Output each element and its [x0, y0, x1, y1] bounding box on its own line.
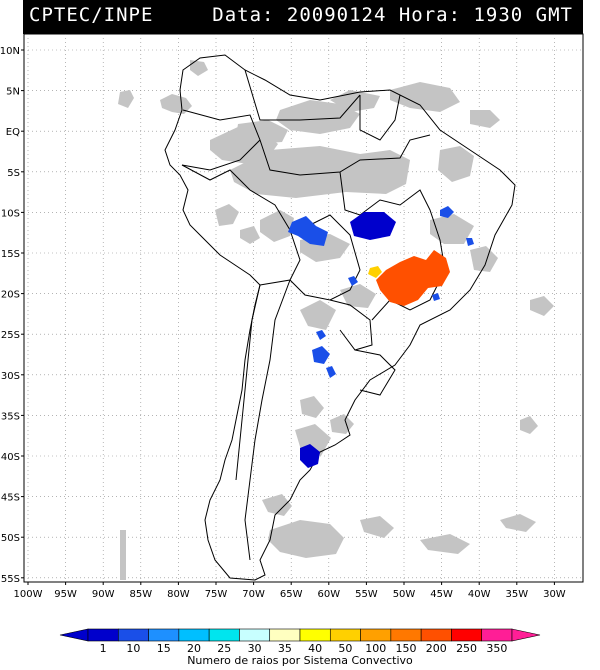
lon-label: 75W [205, 589, 228, 600]
convective-system [368, 266, 382, 278]
lat-label: 25S [1, 330, 20, 341]
colorbar-segment [360, 628, 392, 642]
source-label: CPTEC/INPE [29, 4, 154, 26]
colorbar-label: 40 [308, 642, 322, 655]
lon-label: 60W [317, 589, 340, 600]
date-time-label: Data: 20090124 Hora: 1930 GMT [212, 4, 573, 26]
colorbar-label: 15 [157, 642, 171, 655]
colorbar-arrow-left [59, 628, 89, 642]
colorbar-segment [148, 628, 180, 642]
south-america-coast [164, 54, 516, 581]
colorbar-label: 20 [187, 642, 201, 655]
lat-label: EQ [6, 127, 20, 138]
colorbar-label: 150 [396, 642, 417, 655]
colorbar-segment [208, 628, 240, 642]
lat-label: 45S [1, 493, 20, 504]
lon-label: 50W [393, 589, 416, 600]
border-peru [181, 164, 301, 286]
lat-label: 5S [7, 168, 20, 179]
colorbar: 1 10 15 20 25 30 35 40 50 100 150 200 250 350 [59, 628, 541, 655]
convective-systems [288, 206, 474, 468]
colorbar-segment [117, 628, 149, 642]
convective-system [376, 250, 450, 306]
colorbar-label: 10 [126, 642, 140, 655]
colorbar-label: 100 [365, 642, 386, 655]
cloud-cover [118, 60, 554, 580]
convective-system [432, 293, 440, 301]
lon-label: 65W [280, 589, 303, 600]
convective-system [350, 212, 396, 240]
colorbar-segment [390, 628, 422, 642]
lat-label: 10S [1, 208, 20, 219]
lon-label: 35W [505, 589, 528, 600]
border-chile [235, 284, 261, 481]
lat-label: 15S [1, 249, 20, 260]
colorbar-label: 30 [248, 642, 262, 655]
border-brazil-west [259, 134, 431, 176]
colorbar-label: 200 [426, 642, 447, 655]
colorbar-segment [299, 628, 331, 642]
colorbar-label: 350 [486, 642, 507, 655]
lat-label: 5N [6, 87, 20, 98]
lon-label: 45W [430, 589, 453, 600]
border-uruguay [354, 349, 396, 396]
longitude-labels: 100W 95W 90W 85W 80W 75W 70W 65W 60W 55W 50W 45W 40W… [14, 582, 566, 600]
lon-label: 70W [242, 589, 265, 600]
convective-system [312, 346, 330, 364]
convective-system [440, 206, 454, 218]
colorbar-label: 25 [217, 642, 231, 655]
lon-label: 85W [129, 589, 152, 600]
colorbar-segment [420, 628, 452, 642]
border-guyana [359, 94, 401, 141]
colorbar-segment [481, 628, 513, 642]
lon-label: 95W [54, 589, 77, 600]
lon-label: 90W [92, 589, 115, 600]
colorbar-segment [239, 628, 271, 642]
convective-system [326, 366, 336, 378]
lat-label: 40S [1, 452, 20, 463]
convective-system [348, 276, 358, 286]
colorbar-label: 35 [278, 642, 292, 655]
convective-system [288, 216, 328, 246]
lon-label: 30W [543, 589, 566, 600]
lat-label: 55S [1, 574, 20, 585]
lon-label: 40W [468, 589, 491, 600]
colorbar-segment [329, 628, 361, 642]
convective-system [316, 330, 326, 340]
gridlines [24, 34, 583, 582]
colorbar-label: 50 [338, 642, 352, 655]
lon-label: 55W [355, 589, 378, 600]
lat-label: 10N [0, 46, 20, 57]
lat-label: 35S [1, 411, 20, 422]
colorbar-label: 1 [100, 642, 107, 655]
title-bar: CPTEC/INPE Data: 20090124 Hora: 1930 GMT [23, 0, 583, 34]
border-venezuela [244, 69, 361, 121]
convective-system [300, 444, 320, 468]
colorbar-segment [178, 628, 210, 642]
latitude-labels: 10N 5N EQ 5S 10S 15S 20S 25S 30S 35S 40S 45S 50S 55S [0, 46, 24, 585]
lat-label: 30S [1, 371, 20, 382]
colorbar-label: 250 [456, 642, 477, 655]
lat-label: 20S [1, 290, 20, 301]
lon-label: 80W [167, 589, 190, 600]
colorbar-caption: Numero de raios por Sistema Convectivo [187, 654, 413, 667]
colorbar-segment [451, 628, 483, 642]
lon-label: 100W [14, 589, 43, 600]
lat-label: 50S [1, 533, 20, 544]
convective-system [466, 238, 474, 246]
border-paraguay [329, 299, 373, 351]
colorbar-arrow-right [511, 628, 541, 642]
colorbar-segment [87, 628, 119, 642]
colorbar-segment [269, 628, 301, 642]
border-argentina [244, 279, 291, 561]
